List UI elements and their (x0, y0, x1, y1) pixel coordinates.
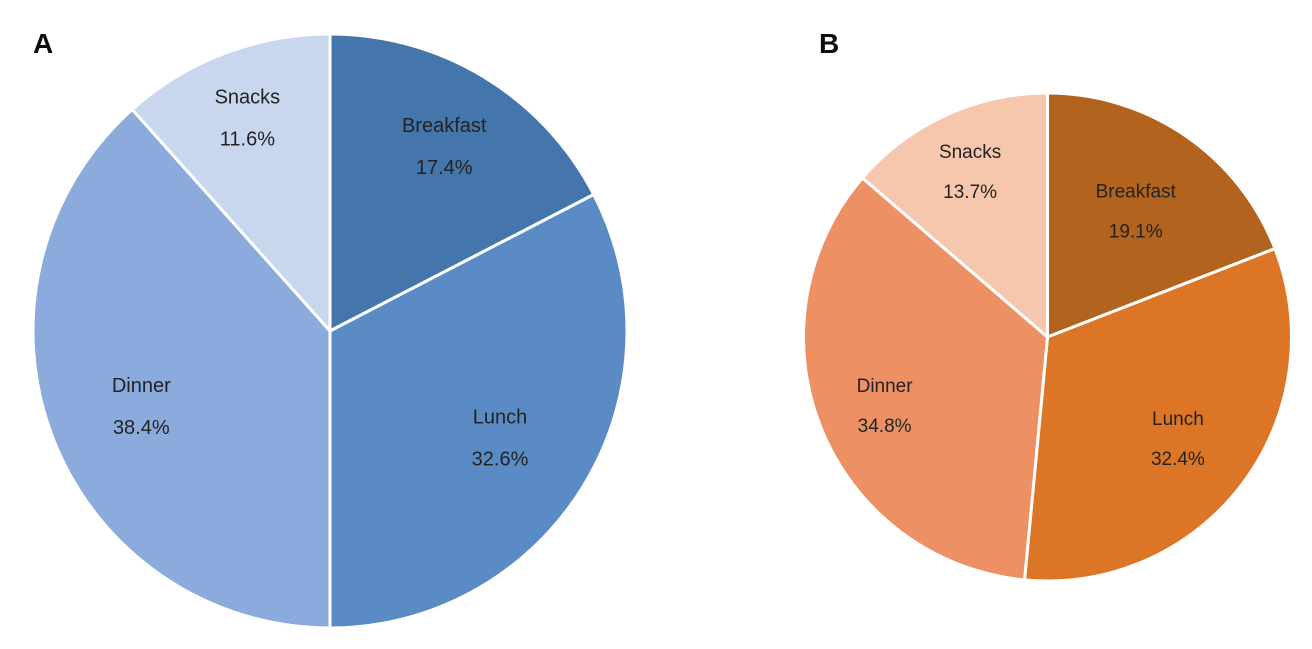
pie-slice-breakfast (328, 32, 596, 333)
pie-label-value-snacks: 11.6% (220, 129, 275, 151)
pie-chart-b: Breakfast 19.1% Lunch 32.4% Dinner 34.8% Snack… (802, 91, 1294, 583)
pie-label-value-snacks: 13.7% (943, 182, 997, 203)
pie-label-value-breakfast: 19.1% (1109, 222, 1163, 243)
pie-slice-lunch (328, 193, 629, 630)
panel-label-a: A (33, 28, 54, 59)
pie-slice-lunch (1023, 247, 1294, 583)
pie-slice-snacks (860, 91, 1049, 339)
pie-label-name-breakfast: Breakfast (1096, 182, 1177, 203)
pie-label-name-snacks: Snacks (939, 142, 1001, 163)
pie-label-name-lunch: Lunch (473, 406, 528, 428)
pie-label-name-lunch: Lunch (1152, 409, 1204, 430)
pie-label-name-breakfast: Breakfast (402, 115, 487, 137)
pie-label-name-dinner: Dinner (857, 376, 914, 397)
pie-slice-breakfast (1046, 91, 1277, 339)
pie-slice-dinner (31, 107, 332, 630)
pie-label-value-dinner: 38.4% (113, 417, 170, 439)
pie-label-name-snacks: Snacks (215, 87, 281, 109)
pie-chart-a: Breakfast 17.4% Lunch 32.6% Dinner 38.4% Snack… (31, 32, 629, 630)
pie-label-value-lunch: 32.6% (472, 448, 529, 470)
pie-slice-dinner (802, 176, 1049, 582)
panel-label-b: B (819, 28, 840, 59)
pie-label-name-dinner: Dinner (112, 375, 171, 397)
pie-label-value-breakfast: 17.4% (416, 157, 473, 179)
pie-slice-snacks (130, 32, 332, 333)
pie-label-value-lunch: 32.4% (1151, 449, 1205, 470)
pie-label-value-dinner: 34.8% (858, 416, 912, 437)
